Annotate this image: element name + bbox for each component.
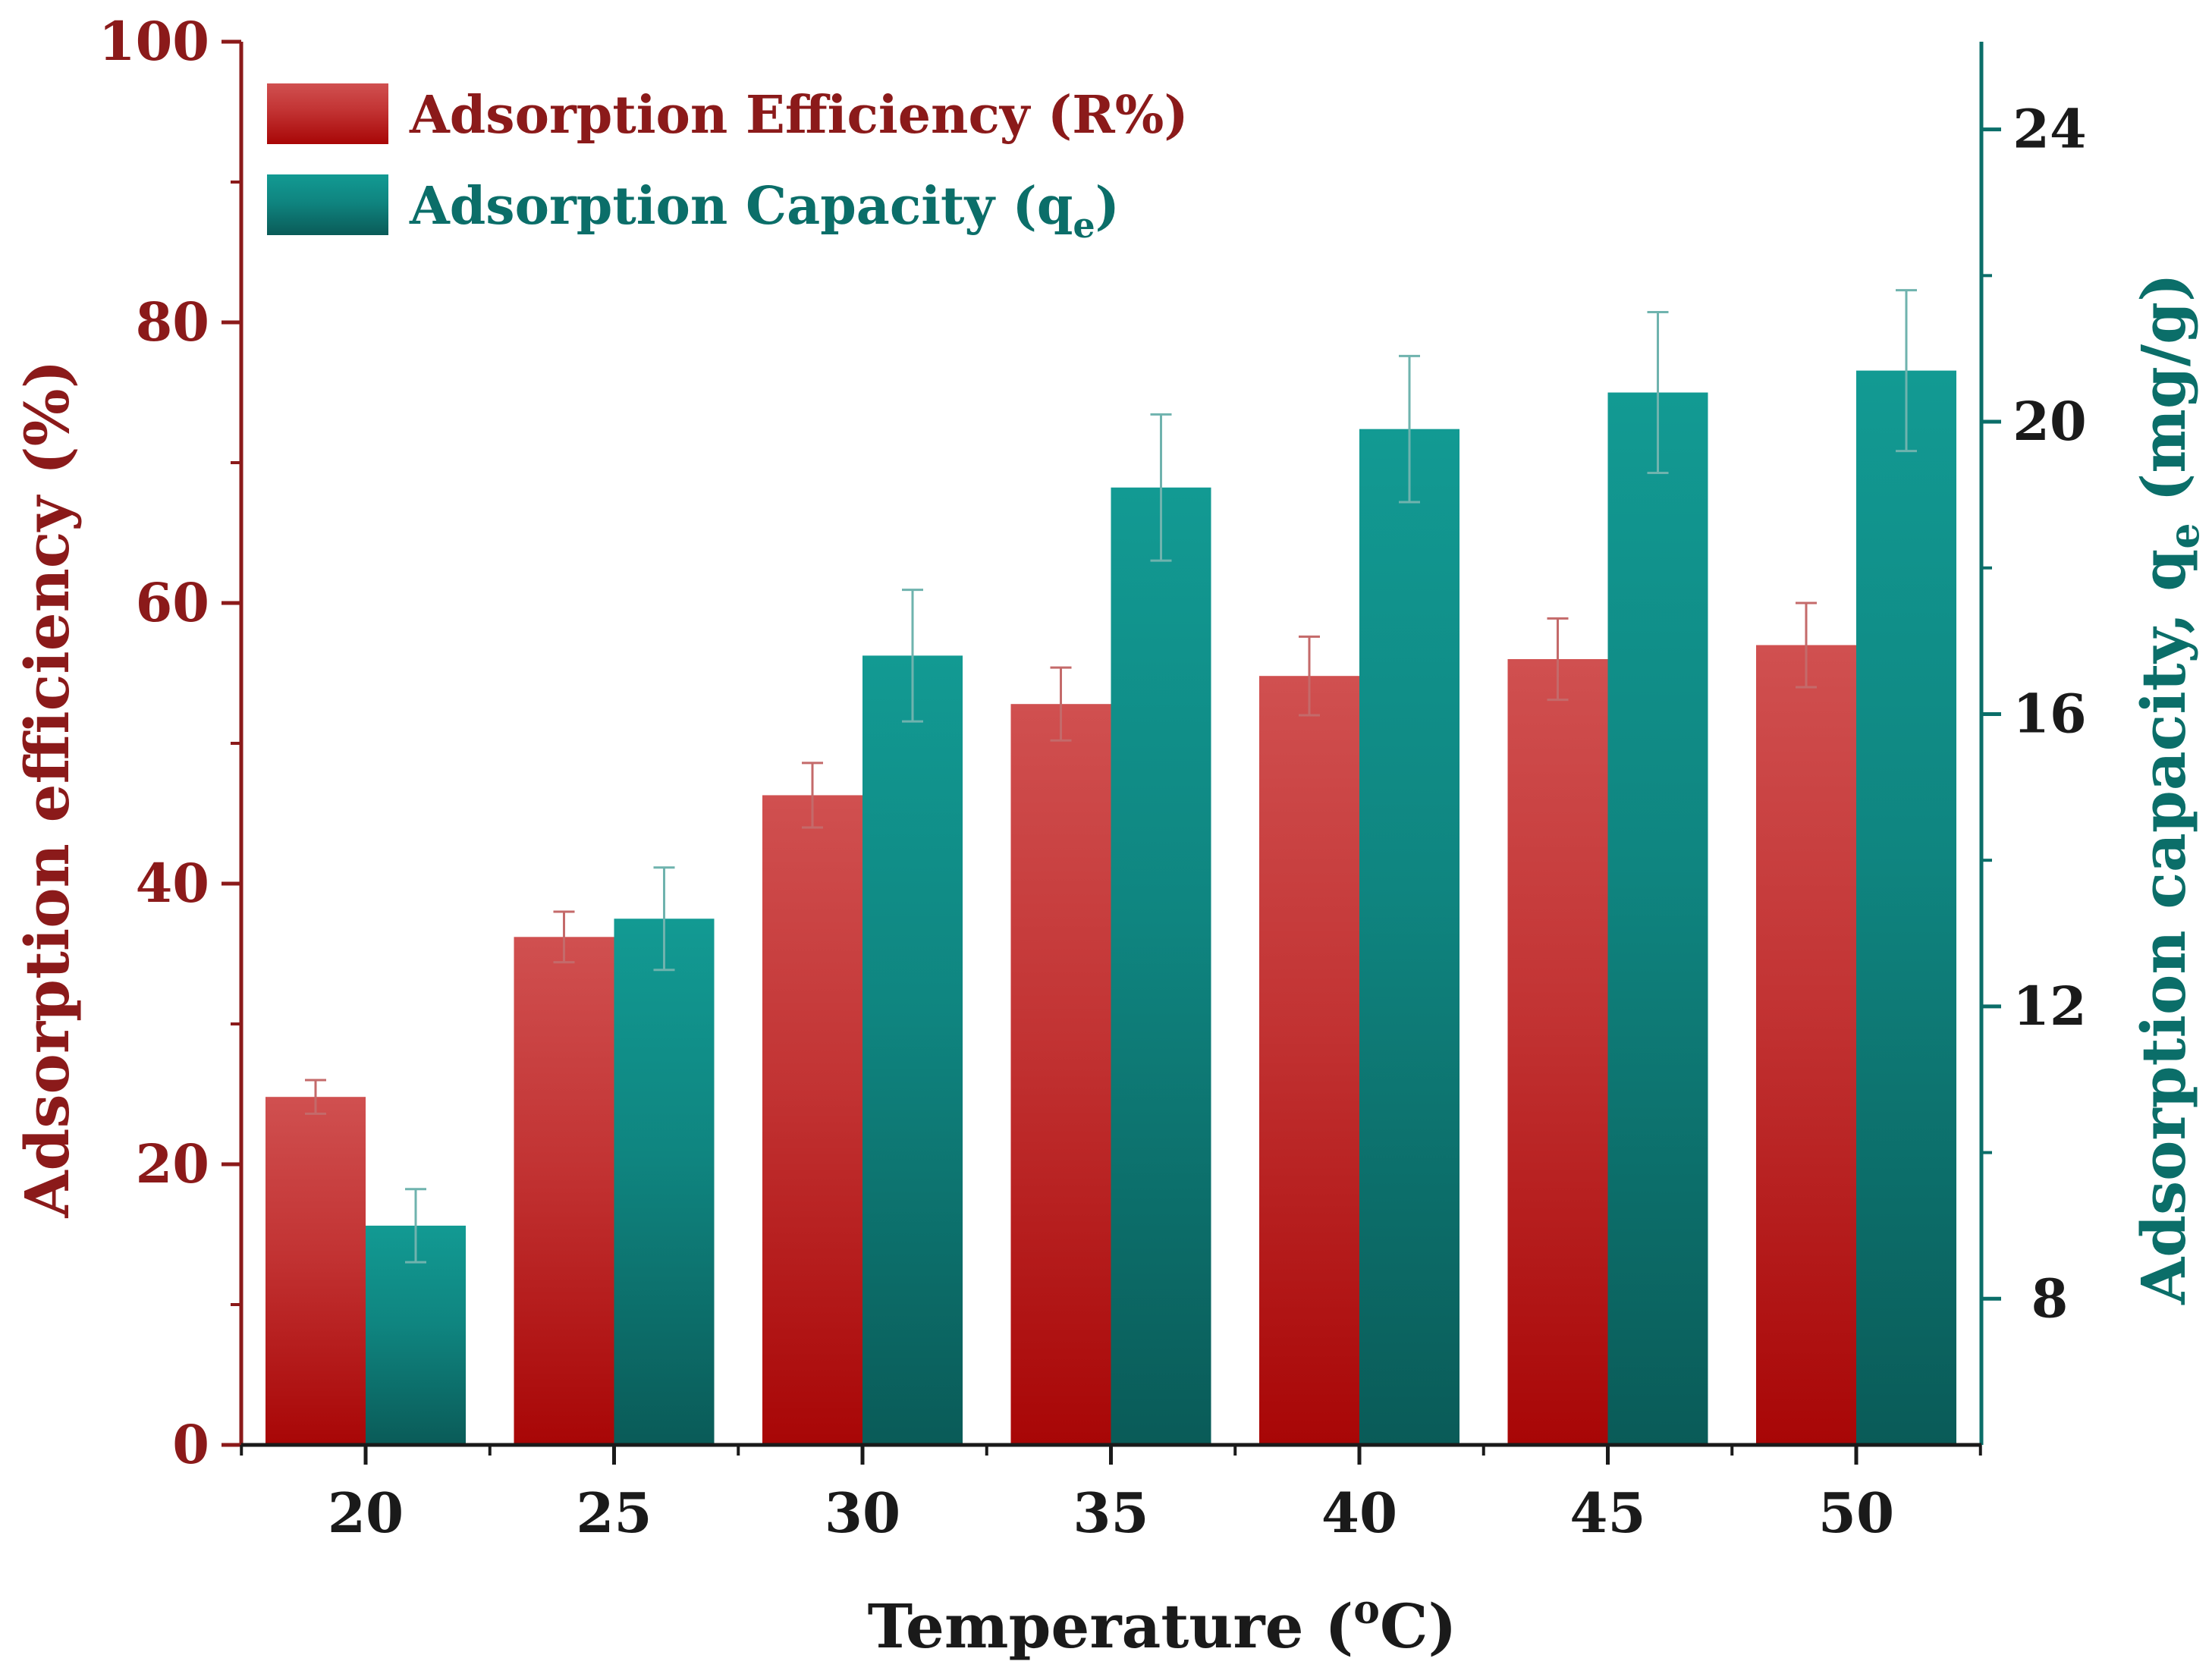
legend-label-efficiency: Adsorption Efficiency (R%): [409, 85, 1189, 146]
bar-efficiency-45: [1507, 659, 1608, 1445]
bar-capacity-40: [1359, 429, 1459, 1446]
bar-capacity-30: [862, 655, 963, 1445]
y-left-tick-label-40: 40: [136, 852, 209, 915]
y-axis-title-left: Adsorption efficiency (%): [11, 360, 83, 1218]
bar-efficiency-25: [514, 937, 614, 1445]
legend: Adsorption Efficiency (R%) Adsorption Ca…: [267, 83, 1189, 246]
y-left-tick-label-60: 60: [136, 571, 209, 634]
x-axis-title: Temperature (oC): [868, 1587, 1457, 1662]
y-right-tick-label-8: 8: [2031, 1267, 2069, 1330]
x-tick-label-40: 40: [1321, 1481, 1397, 1545]
y-right-tick-label-24: 24: [2012, 98, 2086, 161]
bar-efficiency-35: [1010, 704, 1111, 1445]
x-tick-label-30: 30: [825, 1481, 900, 1545]
y-left-tick-label-80: 80: [136, 290, 209, 353]
y-right-tick-label-20: 20: [2012, 390, 2086, 453]
bar-capacity-35: [1111, 487, 1211, 1445]
x-tick-label-20: 20: [328, 1481, 404, 1545]
legend-label-capacity: Adsorption Capacity (qe): [409, 176, 1120, 246]
bar-efficiency-20: [266, 1097, 366, 1445]
x-tick-label-25: 25: [576, 1481, 652, 1545]
x-tick-label-50: 50: [1818, 1481, 1894, 1545]
y-axis-title-right: Adsorption capacity, qe (mg/g): [2128, 273, 2208, 1305]
y-right-tick-label-16: 16: [2012, 682, 2086, 745]
y-left-tick-label-100: 100: [99, 10, 209, 73]
x-tick-label-45: 45: [1569, 1481, 1645, 1545]
bar-capacity-45: [1607, 392, 1708, 1445]
y-right-tick-label-12: 12: [2012, 975, 2086, 1038]
x-tick-label-35: 35: [1073, 1481, 1148, 1545]
bar-capacity-50: [1856, 370, 1956, 1445]
legend-swatch-efficiency: [267, 83, 388, 144]
bar-efficiency-50: [1756, 645, 1856, 1445]
y-left-tick-label-20: 20: [136, 1132, 209, 1195]
bar-capacity-25: [614, 919, 715, 1445]
y-left-tick-label-0: 0: [172, 1413, 209, 1476]
legend-swatch-capacity: [267, 174, 388, 235]
bar-efficiency-40: [1259, 676, 1359, 1445]
bar-efficiency-30: [762, 795, 862, 1445]
